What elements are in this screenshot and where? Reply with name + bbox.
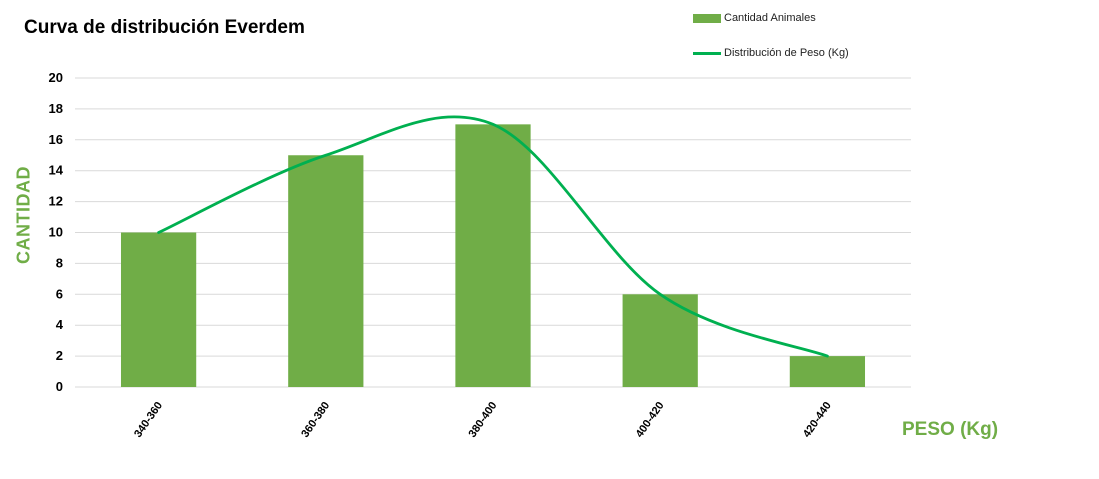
y-tick-label: 2 <box>56 348 63 363</box>
bar <box>622 294 698 387</box>
series-line <box>157 115 829 358</box>
x-tick-label: 340-360 <box>132 400 165 440</box>
legend-bar-swatch <box>693 13 721 23</box>
x-tick-label: 420-440 <box>801 400 834 440</box>
y-tick-label: 12 <box>49 194 63 209</box>
legend-label-bars: Cantidad Animales <box>724 12 816 24</box>
y-tick-label: 18 <box>49 101 63 116</box>
chart-title: Curva de distribución Everdem <box>24 17 305 38</box>
bar <box>455 124 531 387</box>
x-tick-label: 400-420 <box>634 400 667 440</box>
legend: Cantidad Animales Distribución de Peso (… <box>693 10 849 61</box>
y-tick-label: 0 <box>56 379 63 394</box>
y-tick-label: 20 <box>49 70 63 85</box>
legend-label-line: Distribución de Peso (Kg) <box>724 47 849 59</box>
y-tick-label: 6 <box>56 286 63 301</box>
bar <box>288 155 364 387</box>
y-tick-label: 4 <box>56 317 64 332</box>
x-tick-label: 380-400 <box>466 400 499 440</box>
y-tick-label: 14 <box>49 163 64 178</box>
y-tick-label: 16 <box>49 132 63 147</box>
x-tick-label: 360-380 <box>299 400 332 440</box>
bar <box>120 232 197 387</box>
bar <box>789 356 866 387</box>
y-tick-label: 10 <box>49 225 63 240</box>
x-axis-title: PESO (Kg) <box>902 419 999 440</box>
legend-line-swatch <box>693 51 721 55</box>
legend-item-line: Distribución de Peso (Kg) <box>693 45 849 61</box>
legend-item-bars: Cantidad Animales <box>693 10 849 26</box>
y-tick-label: 8 <box>56 255 63 270</box>
